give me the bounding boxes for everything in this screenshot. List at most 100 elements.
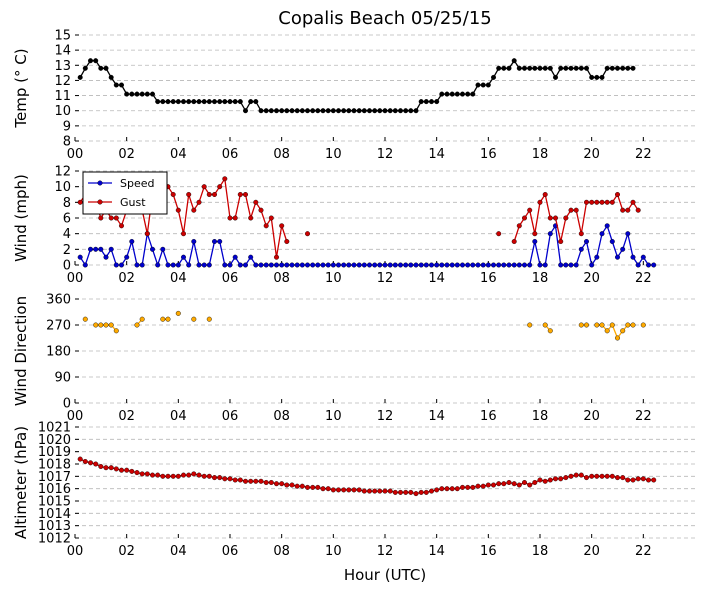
data-point bbox=[527, 322, 533, 328]
data-point bbox=[444, 486, 450, 492]
data-point bbox=[160, 246, 166, 252]
data-point bbox=[537, 262, 543, 268]
data-point bbox=[211, 475, 217, 481]
data-point bbox=[408, 262, 414, 268]
data-point bbox=[578, 246, 584, 252]
data-point bbox=[232, 99, 238, 105]
data-point bbox=[227, 99, 233, 105]
data-point bbox=[263, 108, 269, 114]
data-point bbox=[573, 65, 579, 71]
data-point bbox=[248, 478, 254, 484]
data-point bbox=[113, 466, 119, 472]
data-point bbox=[315, 262, 321, 268]
data-point bbox=[418, 99, 424, 105]
data-point bbox=[527, 207, 533, 213]
y-axis-label-altimeter: Altimeter (hPa) bbox=[12, 426, 30, 539]
data-point bbox=[222, 176, 228, 182]
data-point bbox=[93, 322, 99, 328]
data-point bbox=[315, 108, 321, 114]
y-tick-label: 8 bbox=[63, 135, 71, 150]
data-point bbox=[568, 262, 574, 268]
data-point bbox=[93, 246, 99, 252]
data-point bbox=[387, 488, 393, 494]
data-point bbox=[279, 262, 285, 268]
x-tick-label: 10 bbox=[325, 409, 342, 424]
data-point bbox=[537, 477, 543, 483]
data-point bbox=[558, 65, 564, 71]
data-point bbox=[129, 468, 135, 474]
data-point bbox=[594, 74, 600, 80]
x-tick-label: 06 bbox=[222, 147, 239, 162]
data-point bbox=[377, 488, 383, 494]
data-point bbox=[413, 262, 419, 268]
y-tick-label: 1020 bbox=[38, 433, 71, 448]
x-tick-label: 10 bbox=[325, 147, 342, 162]
data-point bbox=[491, 482, 497, 488]
data-point bbox=[599, 473, 605, 479]
y-tick-label: 1015 bbox=[38, 495, 71, 510]
y-tick-label: 0 bbox=[63, 259, 71, 274]
data-point bbox=[242, 191, 248, 197]
legend: Speed Gust bbox=[82, 171, 168, 215]
data-point bbox=[279, 108, 285, 114]
data-point bbox=[516, 482, 522, 488]
data-point bbox=[103, 65, 109, 71]
data-point bbox=[511, 481, 517, 487]
data-point bbox=[242, 108, 248, 114]
data-point bbox=[284, 238, 290, 244]
data-point bbox=[604, 65, 610, 71]
data-point bbox=[299, 483, 305, 489]
data-point bbox=[186, 262, 192, 268]
data-point bbox=[573, 472, 579, 478]
y-tick-label: 90 bbox=[54, 371, 71, 386]
data-point bbox=[465, 262, 471, 268]
x-tick-label: 08 bbox=[273, 409, 290, 424]
x-tick-label: 04 bbox=[170, 544, 187, 559]
data-point bbox=[341, 262, 347, 268]
data-point bbox=[268, 480, 274, 486]
data-point bbox=[625, 322, 631, 328]
data-point bbox=[609, 238, 615, 244]
data-point bbox=[98, 65, 104, 71]
data-point bbox=[232, 215, 238, 221]
data-point bbox=[175, 262, 181, 268]
data-point bbox=[454, 91, 460, 97]
data-point bbox=[470, 484, 476, 490]
data-point bbox=[568, 473, 574, 479]
x-tick-label: 04 bbox=[170, 147, 187, 162]
data-point bbox=[103, 465, 109, 471]
x-tick-label: 18 bbox=[532, 544, 549, 559]
y-axis-label-direction: Wind Direction bbox=[12, 296, 30, 406]
data-point bbox=[336, 108, 342, 114]
data-point bbox=[108, 246, 114, 252]
data-point bbox=[294, 108, 300, 114]
data-point bbox=[563, 215, 569, 221]
data-point bbox=[279, 223, 285, 229]
data-point bbox=[325, 262, 331, 268]
data-point bbox=[491, 262, 497, 268]
panel-altimeter: 1012101310141015101610171018101910201021… bbox=[12, 421, 695, 559]
data-point bbox=[356, 487, 362, 493]
data-point bbox=[377, 108, 383, 114]
data-point bbox=[511, 238, 517, 244]
data-point bbox=[392, 108, 398, 114]
data-point bbox=[160, 316, 166, 322]
x-tick-label: 00 bbox=[67, 544, 84, 559]
data-point bbox=[103, 254, 109, 260]
data-point bbox=[532, 65, 538, 71]
data-point bbox=[640, 476, 646, 482]
data-point bbox=[248, 215, 254, 221]
y-tick-label: 1021 bbox=[38, 421, 71, 436]
data-point bbox=[144, 91, 150, 97]
data-point bbox=[558, 262, 564, 268]
data-point bbox=[289, 482, 295, 488]
data-point bbox=[630, 322, 636, 328]
data-point bbox=[263, 223, 269, 229]
x-tick-label: 14 bbox=[428, 409, 445, 424]
data-point bbox=[625, 231, 631, 237]
data-point bbox=[372, 108, 378, 114]
data-point bbox=[191, 471, 197, 477]
y-tick-label: 15 bbox=[54, 29, 71, 44]
data-point bbox=[547, 215, 553, 221]
